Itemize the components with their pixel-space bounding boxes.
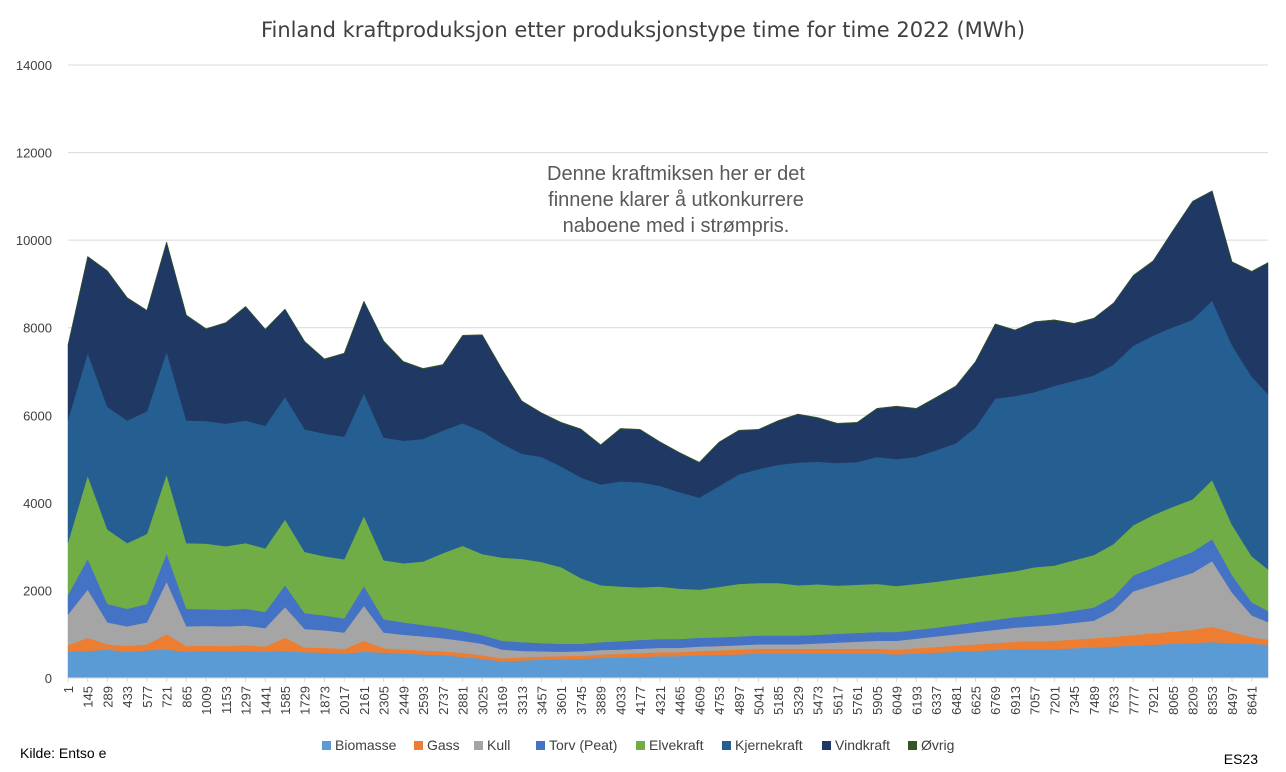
x-tick-label: 7345 (1067, 686, 1082, 715)
x-tick-label: 3169 (495, 686, 510, 715)
x-tick-label: 1441 (258, 686, 273, 715)
x-tick-label: 2593 (416, 686, 431, 715)
legend-swatch (322, 741, 331, 750)
x-tick-label: 6625 (969, 686, 984, 715)
x-tick-label: 433 (120, 686, 135, 708)
x-tick-label: 7633 (1107, 686, 1122, 715)
x-tick-label: 2449 (396, 686, 411, 715)
x-tick-label: 7777 (1126, 686, 1141, 715)
legend-label: Gass (427, 737, 460, 753)
legend-swatch (474, 741, 483, 750)
area-series-7 (67, 190, 1269, 463)
x-tick-label: 289 (100, 686, 115, 708)
legend-label: Øvrig (921, 737, 954, 753)
x-tick-label: 8497 (1225, 686, 1240, 715)
x-tick-label: 1009 (199, 686, 214, 715)
x-tick-label: 2737 (436, 686, 451, 715)
x-tick-label: 3745 (574, 686, 589, 715)
annotation-line: finnene klarer å utkonkurrere (548, 189, 804, 211)
x-tick-label: 8065 (1166, 686, 1181, 715)
x-tick-label: 1153 (219, 686, 234, 714)
x-tick-label: 4177 (633, 686, 648, 715)
x-tick-label: 6049 (890, 686, 905, 715)
x-tick-label: 8353 (1205, 686, 1220, 715)
x-tick-label: 2017 (337, 686, 352, 715)
x-tick-label: 1729 (298, 686, 313, 715)
x-tick-label: 4897 (732, 686, 747, 715)
x-tick-label: 4753 (712, 686, 727, 715)
x-tick-label: 6337 (929, 686, 944, 715)
legend-label: Elvekraft (649, 737, 704, 753)
annotation-line: naboene med i strømpris. (563, 215, 790, 237)
legend-label: Kull (487, 737, 510, 753)
x-tick-label: 1873 (317, 686, 332, 715)
legend-swatch (414, 741, 423, 750)
chart-title: Finland kraftproduksjon etter produksjon… (261, 18, 1025, 42)
x-tick-label: 7921 (1146, 686, 1161, 715)
legend-swatch (822, 741, 831, 750)
x-tick-label: 4609 (692, 686, 707, 715)
legend: Biomasse Gass Kull Torv (Peat) Elvekraft Kjer… (322, 737, 954, 753)
annotation-line: Denne kraftmiksen her er det (547, 163, 805, 185)
x-tick-label: 3025 (475, 686, 490, 715)
y-tick-label: 6000 (23, 408, 52, 423)
x-tick-label: 4321 (653, 686, 668, 715)
y-axis-tick-labels: 0 2000 4000 6000 8000 10000 12000 14000 (16, 58, 52, 686)
x-tick-label: 865 (179, 686, 194, 708)
y-tick-label: 2000 (23, 583, 52, 598)
x-tick-label: 4033 (613, 686, 628, 715)
x-tick-label: 3457 (534, 686, 549, 715)
legend-swatch (908, 741, 917, 750)
x-tick-label: 4465 (673, 686, 688, 715)
x-tick-label: 1 (61, 686, 76, 693)
x-tick-label: 6481 (949, 686, 964, 715)
x-tick-label: 7201 (1047, 686, 1062, 715)
x-tick-label: 5041 (751, 686, 766, 715)
x-tick-label: 145 (81, 686, 96, 708)
x-tick-label: 7057 (1028, 686, 1043, 715)
x-tick-label: 5329 (791, 686, 806, 715)
legend-swatch (722, 741, 731, 750)
x-tick-label: 8209 (1186, 686, 1201, 715)
x-tick-label: 5761 (850, 686, 865, 715)
y-tick-label: 0 (45, 671, 52, 686)
y-tick-label: 8000 (23, 321, 52, 336)
x-tick-label: 2161 (357, 686, 372, 715)
legend-label: Vindkraft (835, 737, 890, 753)
legend-label: Torv (Peat) (549, 737, 617, 753)
x-tick-label: 3313 (515, 686, 530, 715)
x-axis-tick-labels: 1 145 289 433 577 721 865 1009 1153 1297 1441 1585 1… (61, 678, 1260, 715)
legend-label: Biomasse (335, 737, 397, 753)
legend-swatch (636, 741, 645, 750)
chart-annotation: Denne kraftmiksen her er det finnene klar… (547, 163, 805, 237)
y-tick-label: 14000 (16, 58, 52, 73)
x-tick-label: 5905 (870, 686, 885, 715)
y-tick-label: 10000 (16, 233, 52, 248)
x-tick-label: 8641 (1245, 686, 1260, 715)
x-tick-label: 2881 (456, 686, 471, 715)
x-tick-label: 6769 (988, 686, 1003, 715)
x-tick-label: 7489 (1087, 686, 1102, 715)
y-tick-label: 4000 (23, 496, 52, 511)
x-tick-label: 1297 (239, 686, 254, 715)
x-tick-label: 5185 (771, 686, 786, 715)
x-tick-label: 721 (160, 686, 175, 708)
source-label: Kilde: Entso e (20, 745, 107, 761)
x-tick-label: 2305 (377, 686, 392, 715)
x-tick-label: 6913 (1008, 686, 1023, 715)
author-tag: ES23 (1224, 751, 1258, 767)
x-tick-label: 1585 (278, 686, 293, 715)
x-tick-label: 5473 (811, 686, 826, 715)
legend-swatch (536, 741, 545, 750)
x-tick-label: 5617 (830, 686, 845, 715)
x-tick-label: 3889 (594, 686, 609, 715)
stacked-areas (67, 190, 1269, 679)
x-tick-label: 6193 (909, 686, 924, 715)
x-tick-label: 577 (140, 686, 155, 708)
y-tick-label: 12000 (16, 146, 52, 161)
legend-label: Kjernekraft (735, 737, 803, 753)
x-tick-label: 3601 (554, 686, 569, 715)
